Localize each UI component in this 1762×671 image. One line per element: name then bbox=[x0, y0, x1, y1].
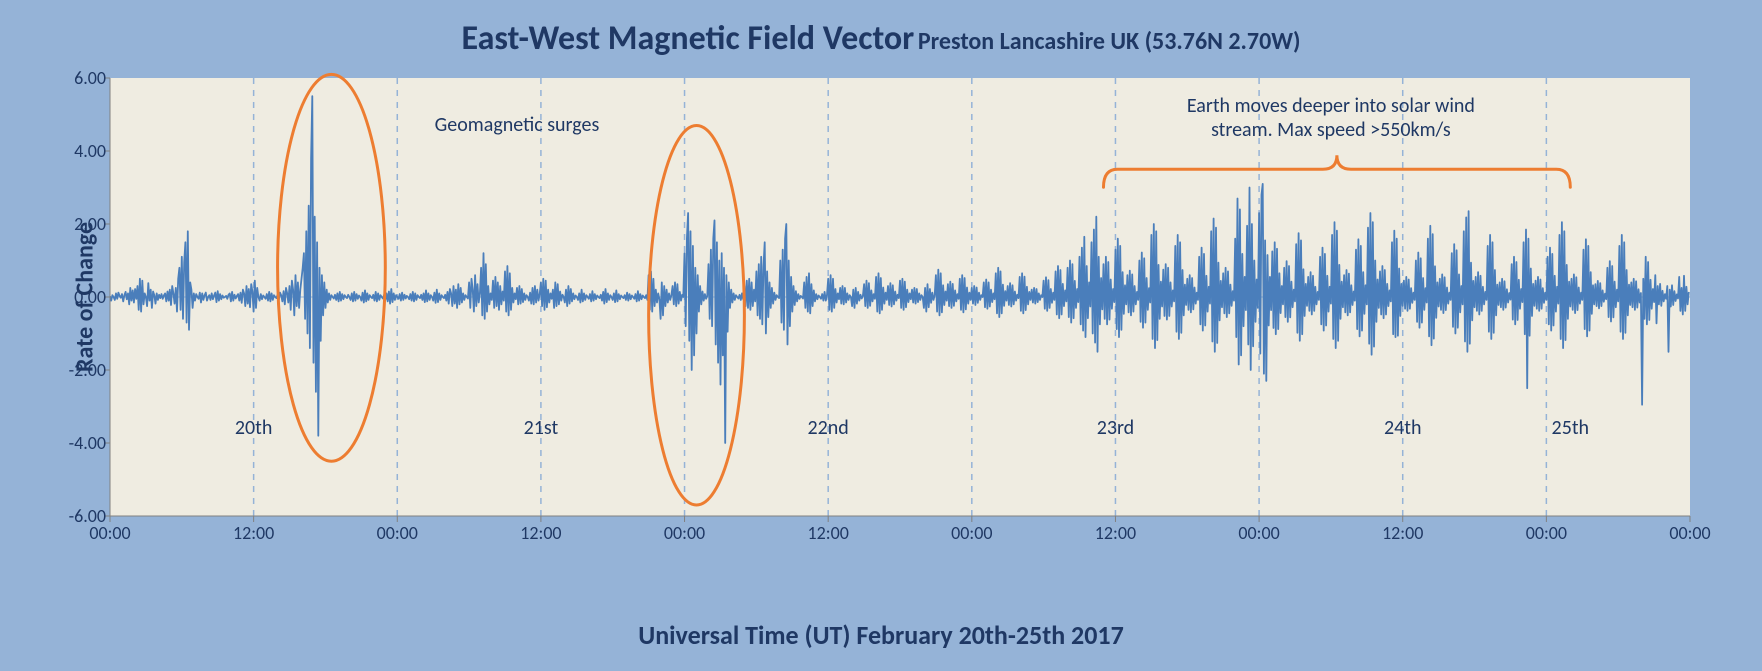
x-tick: 12:00 bbox=[1095, 522, 1136, 544]
x-tick: 00:00 bbox=[89, 522, 130, 544]
x-tick: 00:00 bbox=[377, 522, 418, 544]
x-tick: 00:00 bbox=[951, 522, 992, 544]
title-subtitle: Preston Lancashire UK (53.76N 2.70W) bbox=[918, 27, 1301, 56]
x-tick: 00:00 bbox=[1526, 522, 1567, 544]
x-axis-label: Universal Time (UT) February 20th-25th 2… bbox=[0, 619, 1762, 651]
x-tick: 00:00 bbox=[1669, 522, 1710, 544]
y-tick: 2.00 bbox=[74, 213, 106, 235]
date-label: 25th bbox=[1552, 416, 1589, 440]
annotation-solar-wind: Earth moves deeper into solar windstream… bbox=[1121, 94, 1541, 142]
x-tick: 00:00 bbox=[664, 522, 705, 544]
chart-title: East-West Magnetic Field Vector Preston … bbox=[0, 18, 1762, 59]
date-label: 23rd bbox=[1097, 416, 1134, 440]
x-tick: 00:00 bbox=[1238, 522, 1279, 544]
plot-svg bbox=[110, 78, 1690, 516]
title-main: East-West Magnetic Field Vector bbox=[462, 18, 915, 59]
date-label: 24th bbox=[1384, 416, 1421, 440]
chart-container: East-West Magnetic Field Vector Preston … bbox=[0, 0, 1762, 671]
y-tick: -2.00 bbox=[69, 359, 106, 381]
x-tick: 12:00 bbox=[808, 522, 849, 544]
plot-area bbox=[110, 78, 1690, 516]
y-tick: -4.00 bbox=[69, 432, 106, 454]
date-label: 22nd bbox=[808, 416, 849, 440]
annotation-surges: Geomagnetic surges bbox=[435, 113, 600, 137]
x-tick: 12:00 bbox=[233, 522, 274, 544]
x-tick: 12:00 bbox=[1382, 522, 1423, 544]
date-label: 21st bbox=[524, 416, 559, 440]
y-tick: 0.00 bbox=[74, 286, 106, 308]
x-tick: 12:00 bbox=[520, 522, 561, 544]
y-tick: 6.00 bbox=[74, 67, 106, 89]
date-label: 20th bbox=[235, 416, 272, 440]
y-tick: 4.00 bbox=[74, 140, 106, 162]
